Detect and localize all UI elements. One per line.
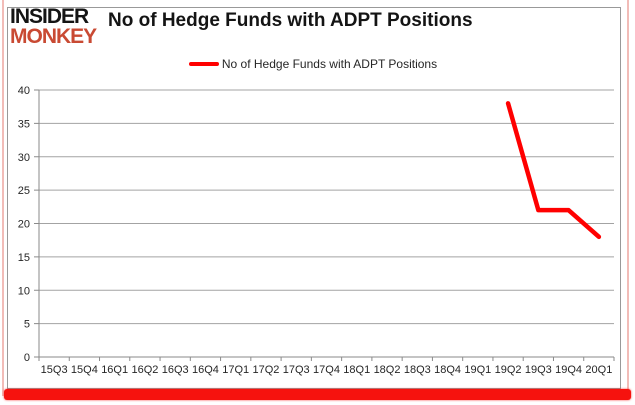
svg-text:17Q1: 17Q1 — [222, 364, 249, 376]
page-border-left — [2, 0, 4, 396]
logo-monkey-text: MONKEY — [10, 25, 97, 48]
svg-text:20: 20 — [18, 219, 30, 231]
svg-text:19Q4: 19Q4 — [555, 364, 582, 376]
svg-text:5: 5 — [24, 319, 30, 331]
svg-text:0: 0 — [24, 352, 30, 364]
svg-text:25: 25 — [18, 185, 30, 197]
legend-label: No of Hedge Funds with ADPT Positions — [221, 57, 438, 71]
svg-text:17Q2: 17Q2 — [253, 364, 280, 376]
svg-text:19Q1: 19Q1 — [464, 364, 491, 376]
svg-text:19Q3: 19Q3 — [525, 364, 552, 376]
legend: No of Hedge Funds with ADPT Positions — [7, 56, 619, 72]
svg-text:16Q3: 16Q3 — [162, 364, 189, 376]
insider-monkey-logo: INSIDER MONKEY — [10, 5, 97, 48]
svg-text:18Q4: 18Q4 — [434, 364, 461, 376]
svg-text:40: 40 — [18, 85, 30, 97]
chart-title: No of Hedge Funds with ADPT Positions — [108, 10, 473, 31]
svg-text:17Q4: 17Q4 — [313, 364, 340, 376]
svg-text:16Q4: 16Q4 — [192, 364, 219, 376]
svg-text:18Q3: 18Q3 — [404, 364, 431, 376]
svg-text:15Q3: 15Q3 — [41, 364, 68, 376]
svg-text:20Q1: 20Q1 — [585, 364, 612, 376]
svg-text:16Q1: 16Q1 — [101, 364, 128, 376]
svg-text:30: 30 — [18, 152, 30, 164]
page-border-right — [627, 0, 629, 396]
svg-text:16Q2: 16Q2 — [131, 364, 158, 376]
bottom-red-divider — [4, 389, 631, 400]
legend-line-swatch — [188, 62, 219, 66]
svg-text:18Q2: 18Q2 — [374, 364, 401, 376]
svg-text:15: 15 — [18, 252, 30, 264]
svg-text:19Q2: 19Q2 — [495, 364, 522, 376]
svg-text:17Q3: 17Q3 — [283, 364, 310, 376]
svg-text:35: 35 — [18, 118, 30, 130]
svg-text:10: 10 — [18, 285, 30, 297]
chart-frame — [7, 7, 621, 389]
logo-insider-text: INSIDER — [10, 5, 89, 28]
svg-text:15Q4: 15Q4 — [71, 364, 98, 376]
svg-text:18Q1: 18Q1 — [343, 364, 370, 376]
